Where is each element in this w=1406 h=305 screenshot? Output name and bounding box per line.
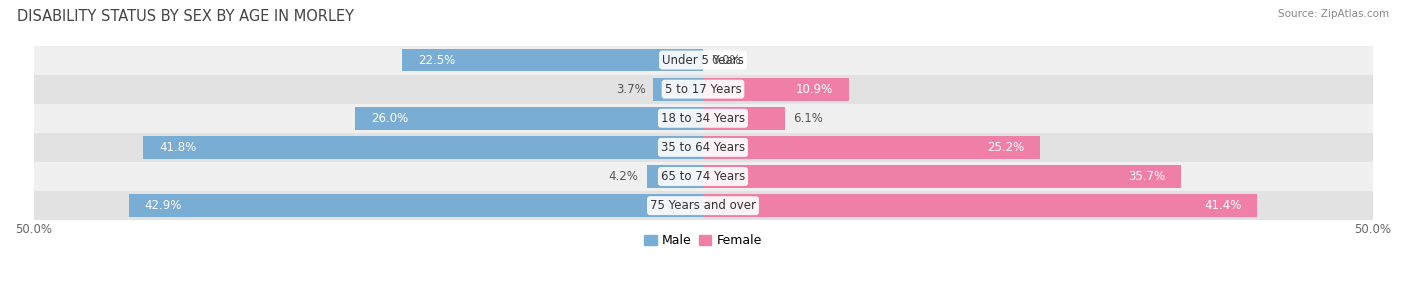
Bar — [703, 165, 1181, 188]
Bar — [703, 194, 1257, 217]
Text: Source: ZipAtlas.com: Source: ZipAtlas.com — [1278, 9, 1389, 19]
Text: 35.7%: 35.7% — [1128, 170, 1166, 183]
Text: 6.1%: 6.1% — [793, 112, 823, 125]
Text: 4.2%: 4.2% — [609, 170, 638, 183]
Bar — [34, 104, 1372, 133]
Text: 10.9%: 10.9% — [796, 83, 832, 96]
Bar — [402, 49, 703, 71]
Text: 26.0%: 26.0% — [371, 112, 408, 125]
Bar — [703, 107, 785, 130]
Bar — [647, 165, 703, 188]
Text: DISABILITY STATUS BY SEX BY AGE IN MORLEY: DISABILITY STATUS BY SEX BY AGE IN MORLE… — [17, 9, 354, 24]
Bar — [703, 136, 1040, 159]
Text: 42.9%: 42.9% — [145, 199, 181, 212]
Bar — [34, 191, 1372, 220]
Text: 3.7%: 3.7% — [616, 83, 645, 96]
Text: 75 Years and over: 75 Years and over — [650, 199, 756, 212]
Bar — [34, 75, 1372, 104]
Text: 5 to 17 Years: 5 to 17 Years — [665, 83, 741, 96]
Text: 65 to 74 Years: 65 to 74 Years — [661, 170, 745, 183]
Text: 35 to 64 Years: 35 to 64 Years — [661, 141, 745, 154]
Legend: Male, Female: Male, Female — [640, 229, 766, 252]
Text: 22.5%: 22.5% — [418, 54, 456, 66]
Text: 18 to 34 Years: 18 to 34 Years — [661, 112, 745, 125]
Text: 41.8%: 41.8% — [159, 141, 197, 154]
Bar — [34, 162, 1372, 191]
Bar — [354, 107, 703, 130]
Text: 41.4%: 41.4% — [1204, 199, 1241, 212]
Text: 0.0%: 0.0% — [711, 54, 741, 66]
Bar — [654, 78, 703, 101]
Bar — [703, 78, 849, 101]
Bar — [143, 136, 703, 159]
Bar — [34, 133, 1372, 162]
Bar — [34, 45, 1372, 75]
Text: 25.2%: 25.2% — [987, 141, 1025, 154]
Text: Under 5 Years: Under 5 Years — [662, 54, 744, 66]
Bar — [128, 194, 703, 217]
